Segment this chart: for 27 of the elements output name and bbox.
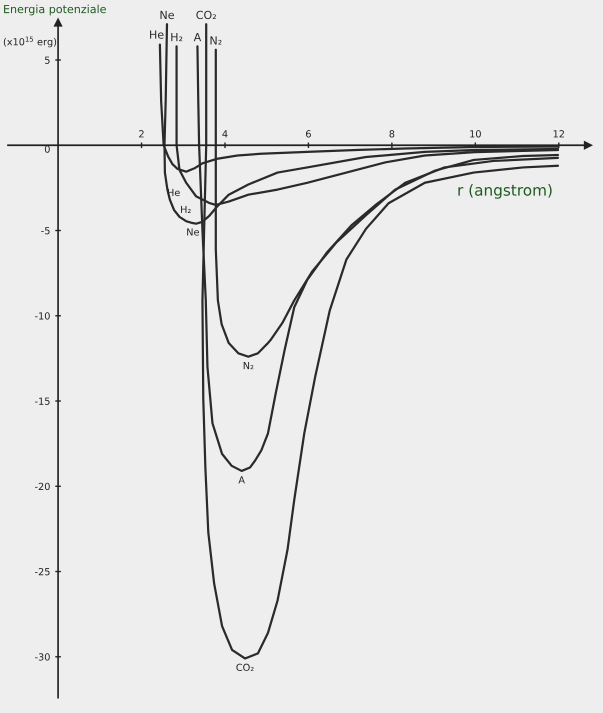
annotation: Ne [187, 228, 199, 236]
series-label: A [194, 33, 202, 42]
series-label: N₂ [210, 36, 222, 45]
x-tick-label: 6 [306, 130, 311, 138]
y-tick-label: -30 [35, 653, 50, 661]
annotation: N₂ [244, 362, 254, 370]
y-tick-label: -20 [35, 482, 50, 490]
series-label: H₂ [171, 33, 182, 42]
x-tick-label: 10 [470, 130, 481, 138]
y-tick-label: -5 [41, 227, 50, 234]
x-tick-label: 12 [554, 130, 564, 138]
y-tick-label: -10 [35, 312, 50, 320]
series-label: Ne [160, 10, 174, 20]
y-tick-label: -25 [35, 568, 50, 576]
y-axis-title: Energia potenziale [4, 4, 106, 16]
y-tick-label: -15 [35, 398, 50, 405]
series-label: CO₂ [196, 10, 216, 20]
annotation: (x10$^{15}$ erg) [4, 36, 56, 48]
annotation: H₂ [181, 206, 191, 213]
series-label: He [150, 30, 164, 39]
x-tick-label: 4 [222, 130, 228, 138]
x-tick-label: 2 [139, 130, 144, 138]
x-tick-label: 8 [389, 130, 394, 138]
y-tick-label: 5 [45, 56, 50, 64]
annotation: A [238, 476, 245, 484]
annotation: CO₂ [236, 664, 254, 672]
x-axis-title: r (angstrom) [458, 184, 552, 199]
